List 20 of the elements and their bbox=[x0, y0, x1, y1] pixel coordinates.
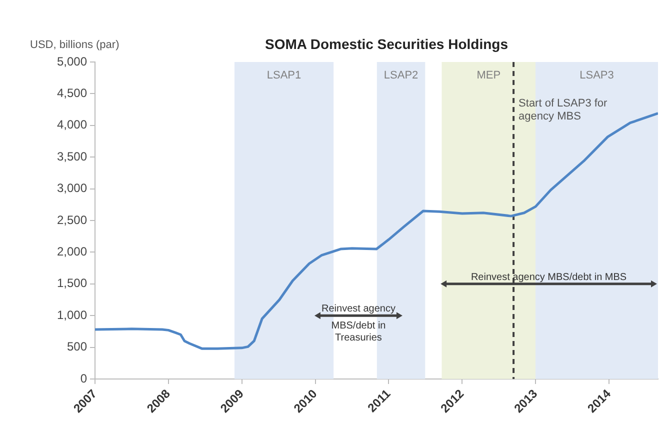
y-axis-title: USD, billions (par) bbox=[30, 39, 120, 51]
band-label: MEP bbox=[476, 70, 501, 82]
y-tick-label: 1,000 bbox=[56, 308, 88, 322]
y-tick-label: 1,500 bbox=[56, 276, 88, 290]
annotation: Reinvest agency MBS/debt in Treasuries bbox=[322, 304, 396, 344]
y-tick-label: 2,000 bbox=[56, 244, 88, 259]
y-tick-label: 3,000 bbox=[56, 181, 88, 196]
band-label: LSAP1 bbox=[266, 70, 302, 82]
band-label: LSAP3 bbox=[580, 70, 614, 82]
y-tick-label: 5,000 bbox=[56, 54, 88, 68]
annotation: Reinvest agency MBS/debt in MBS bbox=[470, 272, 627, 283]
y-tick-label: 0 bbox=[80, 371, 88, 386]
band-label: LSAP2 bbox=[384, 70, 418, 82]
y-tick-label: 4,500 bbox=[56, 86, 88, 100]
y-tick-label: 3,500 bbox=[56, 149, 88, 164]
ref-line-label: Start of LSAP3 for agency MBS bbox=[518, 98, 608, 123]
y-tick-label: 4,000 bbox=[56, 118, 88, 132]
chart-title: SOMA Domestic Securities Holdings bbox=[265, 36, 508, 52]
y-tick-label: 500 bbox=[66, 340, 88, 354]
y-tick-label: 2,500 bbox=[56, 212, 88, 227]
